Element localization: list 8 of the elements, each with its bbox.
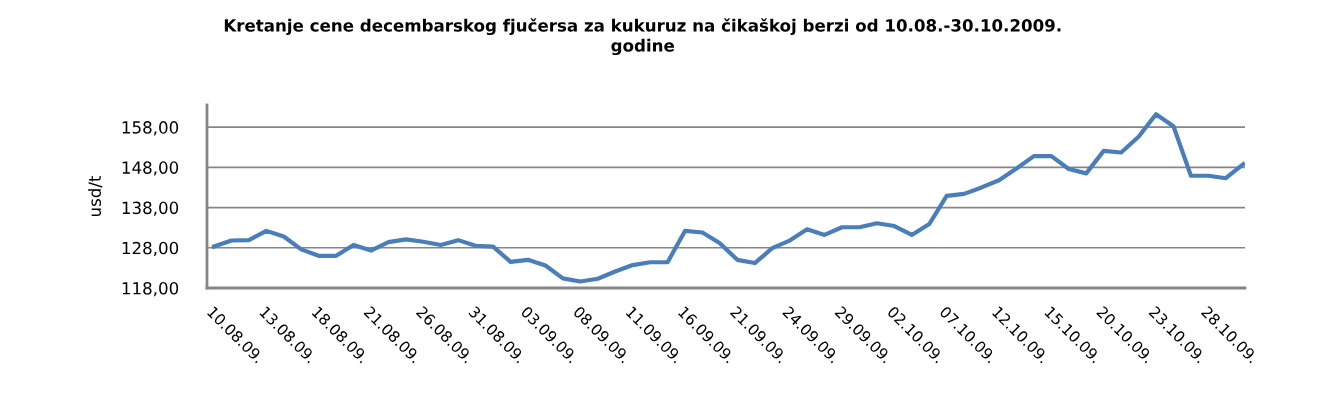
y-tick-label: 118,00 (122, 281, 179, 297)
line-series (211, 112, 1245, 284)
y-axis-title: usd/t (88, 175, 103, 217)
y-tick-label: 128,00 (122, 241, 179, 257)
y-tick-label: 158,00 (122, 121, 179, 136)
y-tick-label: 148,00 (122, 161, 179, 176)
chart-title: Kretanje cene decembarskog fjučersa za kukuruz na čikaškoj berzi od 10.08.-30.10.2009. godine (224, 18, 1061, 56)
y-tick-label: 138,00 (122, 201, 179, 216)
